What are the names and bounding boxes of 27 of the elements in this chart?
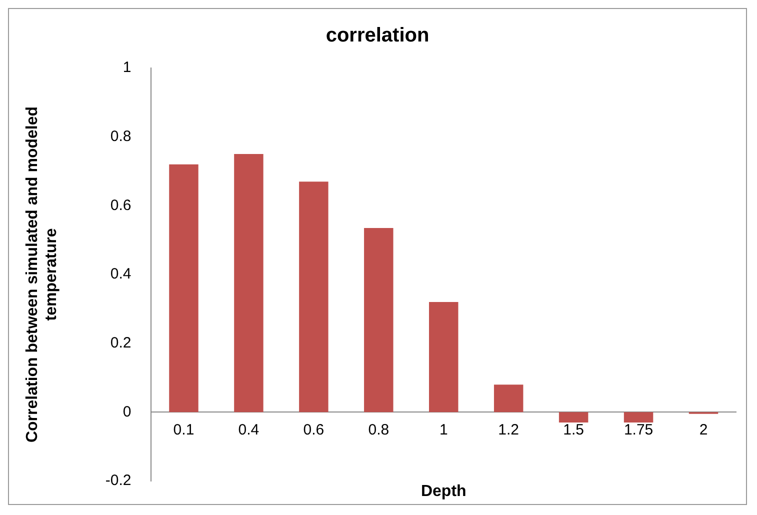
y-tick-label: 0.6 [110,196,132,214]
x-tick-label: 1.2 [498,421,520,438]
x-tick-label: 1.5 [563,421,584,438]
y-tick-label: 0 [122,403,132,420]
x-tick-label: 2 [699,421,708,438]
x-tick-label: 0.8 [368,421,390,438]
bar [558,412,588,422]
y-axis-title: Correlation between simulated and modeled temperature [24,106,60,443]
bar [364,228,394,412]
x-tick-label: 0.1 [173,421,194,438]
bar [169,164,198,412]
x-axis-title: Depth [420,483,466,500]
bar [234,154,264,412]
bar [299,182,328,412]
x-tick-label: 0.4 [238,421,260,438]
x-tick-label: 1.75 [624,421,654,438]
x-tick-label: 1 [439,421,448,438]
bar [429,302,458,412]
chart-title: correlation [326,24,430,47]
y-tick-label: 0.8 [110,128,132,145]
x-tick-label: 0.6 [303,421,324,438]
y-tick-label: 0.2 [110,334,132,352]
bar [494,384,524,412]
y-tick-label: -0.2 [105,472,132,490]
bar [624,412,654,422]
y-tick-label: 0.4 [110,266,132,283]
y-tick-label: 1 [122,59,132,76]
